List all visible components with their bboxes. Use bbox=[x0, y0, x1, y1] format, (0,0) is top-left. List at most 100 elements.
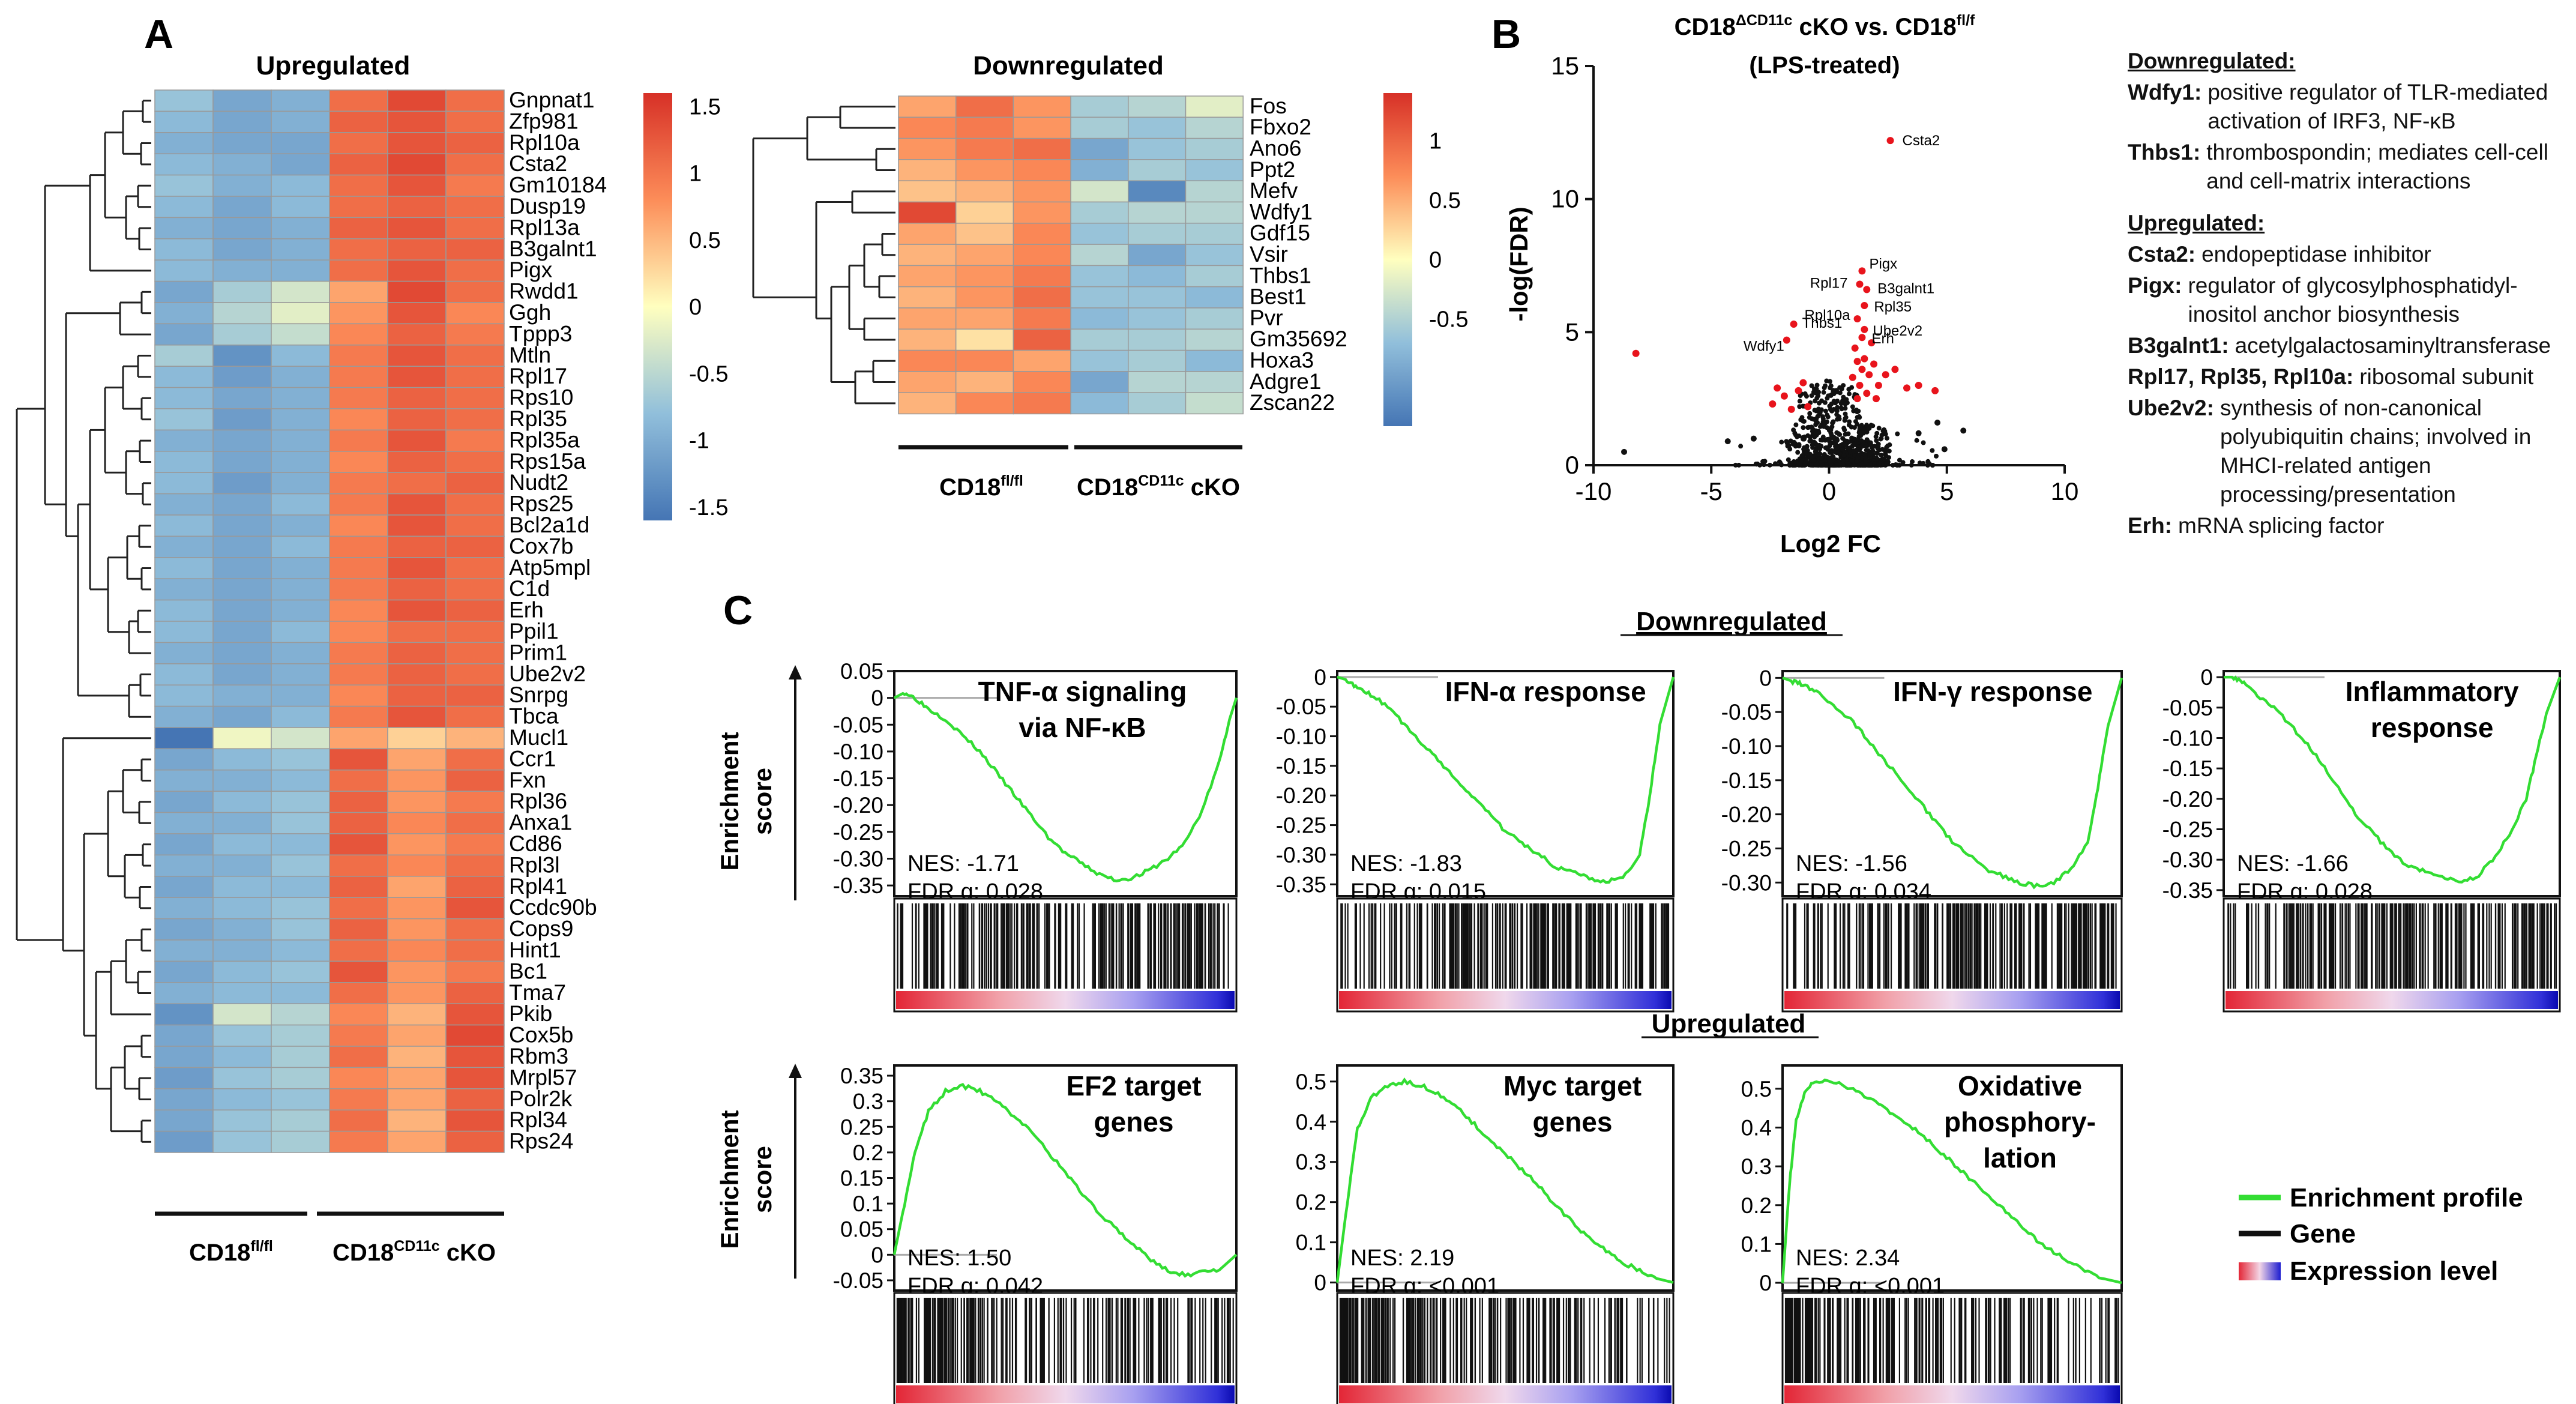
volcano-point bbox=[1834, 450, 1840, 456]
volcano-point bbox=[1796, 433, 1802, 439]
heatmap-cell bbox=[1185, 371, 1244, 393]
volcano-point bbox=[1810, 445, 1816, 450]
gene-label: Fbxo2 bbox=[1250, 114, 1311, 139]
volcano-point bbox=[1846, 461, 1851, 466]
heatmap-cell bbox=[329, 939, 388, 962]
gsea-nes: NES: -1.56 bbox=[1796, 851, 1907, 876]
heatmap-cell bbox=[154, 429, 214, 452]
volcano-point bbox=[1934, 453, 1939, 459]
gsea-plot-title: response bbox=[2371, 712, 2494, 743]
volcano-point bbox=[1854, 409, 1859, 414]
volcano-point bbox=[1925, 459, 1931, 464]
volcano-point bbox=[1815, 414, 1820, 419]
heatmap-cell bbox=[271, 408, 330, 431]
volcano-ylabel: -log(FDR) bbox=[1505, 206, 1533, 321]
volcano-point bbox=[1876, 462, 1882, 467]
gene-label: Cd86 bbox=[509, 831, 562, 856]
svg-text:score: score bbox=[748, 768, 777, 835]
heatmap-cell bbox=[445, 621, 505, 643]
volcano-point bbox=[1802, 450, 1808, 456]
heatmap-cell bbox=[898, 180, 957, 203]
volcano-point bbox=[1874, 430, 1880, 436]
volcano-point bbox=[1870, 423, 1876, 429]
gene-label: Rwdd1 bbox=[509, 279, 579, 304]
heatmap-cell bbox=[154, 366, 214, 388]
gsea-enrichment-curve bbox=[1781, 1078, 2122, 1285]
volcano-sig-point bbox=[1787, 405, 1795, 413]
heatmap-cell bbox=[271, 1046, 330, 1068]
gsea-y-tick-label: 0.2 bbox=[1296, 1190, 1326, 1215]
volcano-point bbox=[1820, 414, 1825, 420]
volcano-x-tick-label: -10 bbox=[1575, 477, 1612, 505]
annotation-down-heading: Downregulated: bbox=[2128, 49, 2296, 73]
volcano-sig-point bbox=[1804, 403, 1812, 411]
volcano-point bbox=[1779, 439, 1784, 445]
gsea-y-tick-label: 0.2 bbox=[853, 1140, 883, 1165]
volcano-point bbox=[1829, 424, 1835, 429]
gsea-y-tick-label: 0 bbox=[1759, 666, 1772, 690]
volcano-labeled-point bbox=[1858, 267, 1866, 275]
colorbar-tick: -1.5 bbox=[689, 495, 728, 520]
volcano-x-tick-label: 5 bbox=[1940, 477, 1954, 505]
heatmap-cell bbox=[271, 663, 330, 685]
gene-label: Rpl13a bbox=[509, 214, 580, 240]
heatmap-cell bbox=[445, 727, 505, 750]
heatmap-cell bbox=[329, 89, 388, 112]
heatmap-cell bbox=[1128, 349, 1187, 372]
heatmap-cell bbox=[1185, 392, 1244, 415]
heatmap-cell bbox=[387, 642, 447, 664]
gene-label: Rpl17 bbox=[509, 363, 567, 388]
volcano-point bbox=[1876, 441, 1881, 447]
heatmap-cell bbox=[212, 280, 272, 303]
heatmap-cell bbox=[387, 727, 447, 750]
heatmap-cell bbox=[271, 132, 330, 154]
volcano-point bbox=[1621, 448, 1628, 455]
legend-gene-label: Gene bbox=[2290, 1219, 2356, 1249]
volcano-sig-point bbox=[1851, 344, 1859, 352]
gsea-y-tick-label: 0.4 bbox=[1296, 1110, 1326, 1134]
heatmap-cell bbox=[154, 812, 214, 834]
heatmap-cell bbox=[154, 939, 214, 962]
volcano-point bbox=[1823, 383, 1828, 388]
heatmap-cell bbox=[154, 110, 214, 133]
gene-label: Wdfy1 bbox=[1250, 199, 1313, 224]
heatmap-cell bbox=[271, 259, 330, 282]
annotation-item: Wdfy1: positive regulator of TLR-mediated… bbox=[2128, 78, 2572, 136]
gene-label: Vsir bbox=[1250, 241, 1288, 267]
group-label-control-up: CD18fl/fl bbox=[189, 1238, 273, 1266]
heatmap-cell bbox=[1185, 159, 1244, 181]
heatmap-cell bbox=[154, 727, 214, 750]
heatmap-cell bbox=[445, 770, 505, 792]
heatmap-cell bbox=[955, 244, 1014, 267]
volcano-point bbox=[1849, 385, 1855, 390]
heatmap-cell bbox=[271, 982, 330, 1004]
volcano-point bbox=[1793, 422, 1799, 427]
volcano-point bbox=[1819, 407, 1824, 412]
heatmap-cell bbox=[445, 897, 505, 920]
volcano-point bbox=[1828, 462, 1834, 467]
heatmap-cell bbox=[212, 472, 272, 495]
volcano-sig-point bbox=[1856, 382, 1864, 389]
annotation-item: Rpl17, Rpl35, Rpl10a: ribosomal subunit bbox=[2128, 363, 2572, 391]
heatmap-cell bbox=[212, 1046, 272, 1068]
heatmap-cell bbox=[445, 1046, 505, 1068]
volcano-point bbox=[1809, 383, 1814, 388]
gsea-y-tick-label: 0.5 bbox=[1296, 1070, 1326, 1094]
gsea-y-tick-label: 0 bbox=[1314, 665, 1326, 690]
heatmap-cell bbox=[154, 280, 214, 303]
heatmap-cell bbox=[1128, 286, 1187, 309]
volcano-point bbox=[1773, 461, 1778, 466]
heatmap-cell bbox=[271, 705, 330, 728]
heatmap-cell bbox=[1013, 244, 1071, 267]
gene-label: Hint1 bbox=[509, 937, 561, 962]
gsea-y-tick-label: 0.15 bbox=[840, 1166, 883, 1191]
gene-label: Gm35692 bbox=[1250, 326, 1347, 351]
heatmap-cell bbox=[445, 110, 505, 133]
volcano-point bbox=[1921, 440, 1926, 445]
gsea-y-tick-label: 0.3 bbox=[1296, 1150, 1326, 1175]
heatmap-cell bbox=[329, 982, 388, 1004]
volcano-point bbox=[1822, 400, 1828, 405]
gsea-y-tick-label: -0.15 bbox=[1721, 768, 1772, 793]
heatmap-cell bbox=[271, 960, 330, 983]
heatmap-cell bbox=[154, 791, 214, 813]
